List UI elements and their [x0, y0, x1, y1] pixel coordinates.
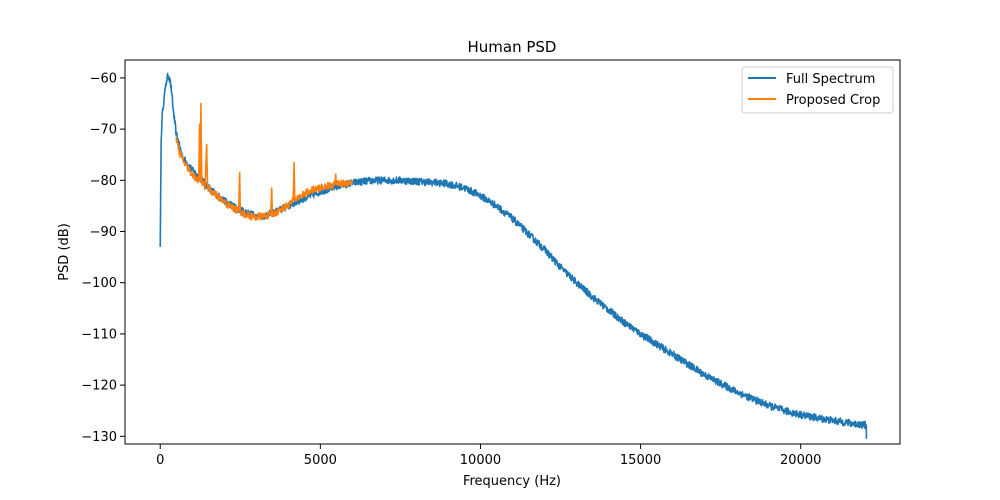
- x-tick-label: 20000: [780, 453, 821, 468]
- x-tick-label: 0: [156, 453, 164, 468]
- y-tick-label: −70: [90, 123, 117, 138]
- y-tick-label: −60: [90, 71, 117, 86]
- y-tick-label: −100: [81, 276, 117, 291]
- x-tick-label: 10000: [460, 453, 501, 468]
- chart-title: Human PSD: [468, 38, 557, 56]
- y-tick-label: −110: [81, 327, 117, 342]
- series-line-proposed-crop: [175, 102, 354, 221]
- y-tick-label: −90: [90, 225, 117, 240]
- y-tick-label: −120: [81, 379, 117, 394]
- series-line-full-spectrum: [159, 72, 868, 439]
- x-tick-label: 15000: [620, 453, 661, 468]
- plot-background: [125, 60, 900, 444]
- plot-frame: [124, 59, 901, 445]
- legend-box: [741, 66, 894, 114]
- plot-area: [124, 59, 901, 445]
- x-axis-title: Frequency (Hz): [463, 474, 561, 489]
- x-tick-label: 5000: [304, 453, 337, 468]
- series-layer: [159, 72, 868, 439]
- y-axis: −60 −70 −80 −90 −100 −110 −120 −130: [81, 71, 125, 445]
- y-axis-title: PSD (dB): [57, 223, 72, 281]
- y-tick-label: −80: [90, 174, 117, 189]
- y-tick-label: −130: [81, 430, 117, 445]
- x-axis: 0 5000 10000 15000 20000: [156, 444, 821, 468]
- legend-label-proposed-crop: Proposed Crop: [786, 93, 880, 108]
- legend-label-full-spectrum: Full Spectrum: [786, 72, 875, 87]
- legend: Full Spectrum Proposed Crop: [741, 66, 894, 114]
